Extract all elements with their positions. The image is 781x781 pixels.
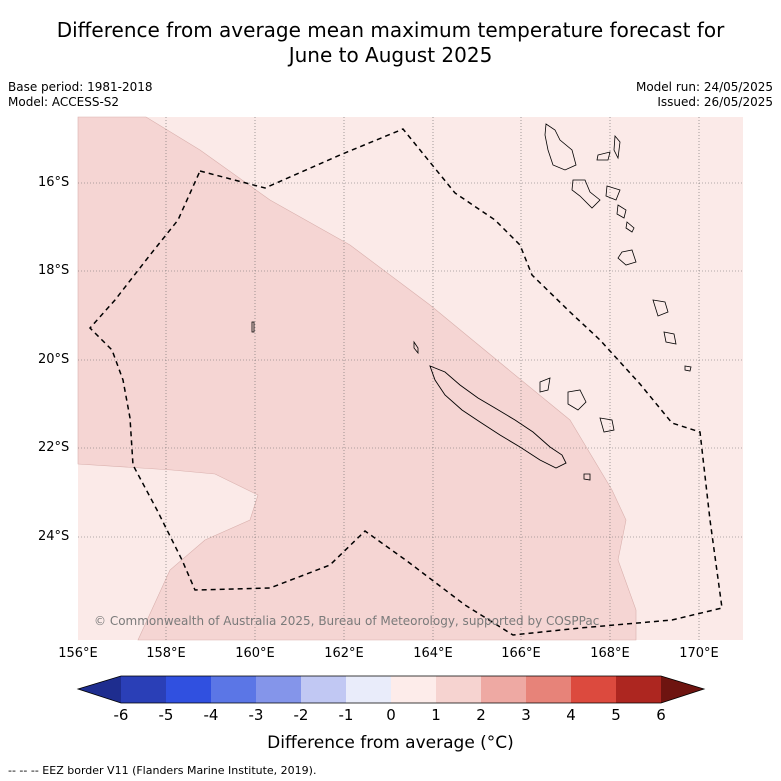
title-line-1: Difference from average mean maximum tem… (56, 18, 725, 42)
colorbar (76, 675, 706, 704)
title-line-2: June to August 2025 (288, 43, 493, 67)
meta-right: Model run: 24/05/2025 Issued: 26/05/2025 (636, 80, 773, 110)
colorbar-label: Difference from average (°C) (267, 733, 514, 753)
new-caledonia-island (429, 365, 567, 469)
colorbar-tick: -6 (113, 706, 129, 724)
loyalty-island-2 (567, 389, 587, 411)
lon-label-156e: 156°E (58, 646, 98, 661)
lon-label-162e: 162°E (324, 646, 364, 661)
colorbar-segment (526, 676, 571, 703)
lat-label-18s: 18°S (38, 263, 70, 278)
colorbar-tick: -3 (248, 706, 264, 724)
colorbar-outline (76, 675, 706, 704)
colorbar-segment (616, 676, 661, 703)
chesterfield-islet (251, 321, 255, 333)
lat-label-16s: 16°S (38, 175, 70, 190)
anomaly-region-1-to-2 (77, 116, 637, 641)
colorbar-tick: 3 (521, 706, 531, 724)
colorbar-tick: -2 (293, 706, 309, 724)
colorbar-extend-low (78, 676, 121, 703)
loyalty-island-1 (539, 377, 551, 393)
colorbar-segment (571, 676, 616, 703)
colorbar-segment (481, 676, 526, 703)
colorbar-tick: 1 (431, 706, 441, 724)
vanuatu-islands (544, 123, 692, 372)
colorbar-tick: 5 (611, 706, 621, 724)
colorbar-segment (346, 676, 391, 703)
lat-label-20s: 20°S (38, 352, 70, 367)
lon-label-164e: 164°E (413, 646, 453, 661)
colorbar-segment (301, 676, 346, 703)
lon-label-170e: 170°E (679, 646, 719, 661)
colorbar-tick: -1 (338, 706, 354, 724)
model-name: Model: ACCESS-S2 (8, 95, 120, 109)
eez-legend-note: -- -- -- EEZ border V11 (Flanders Marine… (8, 764, 317, 777)
colorbar-segment (121, 676, 166, 703)
graticule (78, 117, 743, 640)
colorbar-tick: 0 (386, 706, 396, 724)
colorbar-tick: -5 (158, 706, 174, 724)
colorbar-extend-high (661, 676, 704, 703)
colorbar-segment (166, 676, 211, 703)
eez-border (88, 128, 723, 636)
colorbar-segment (256, 676, 301, 703)
colorbar-tick: 4 (566, 706, 576, 724)
lat-label-24s: 24°S (38, 529, 70, 544)
lon-label-168e: 168°E (590, 646, 630, 661)
lat-label-22s: 22°S (38, 440, 70, 455)
model-run: Model run: 24/05/2025 (635, 80, 773, 94)
lon-label-166e: 166°E (501, 646, 541, 661)
islet (413, 340, 419, 355)
colorbar-segment (391, 676, 436, 703)
lon-label-160e: 160°E (235, 646, 275, 661)
meta-left: Base period: 1981-2018 Model: ACCESS-S2 (8, 80, 153, 110)
colorbar-segment (436, 676, 481, 703)
colorbar-tick: 6 (656, 706, 666, 724)
map-title: Difference from average mean maximum tem… (0, 18, 781, 68)
isle-of-pines (583, 473, 591, 481)
loyalty-island-3 (599, 417, 615, 433)
issued-date: Issued: 26/05/2025 (657, 95, 773, 109)
base-period: Base period: 1981-2018 (8, 80, 153, 94)
lon-label-158e: 158°E (146, 646, 186, 661)
colorbar-tick: -4 (203, 706, 219, 724)
colorbar-tick: 2 (476, 706, 486, 724)
copyright-notice: © Commonwealth of Australia 2025, Bureau… (94, 614, 600, 628)
colorbar-segment (211, 676, 256, 703)
